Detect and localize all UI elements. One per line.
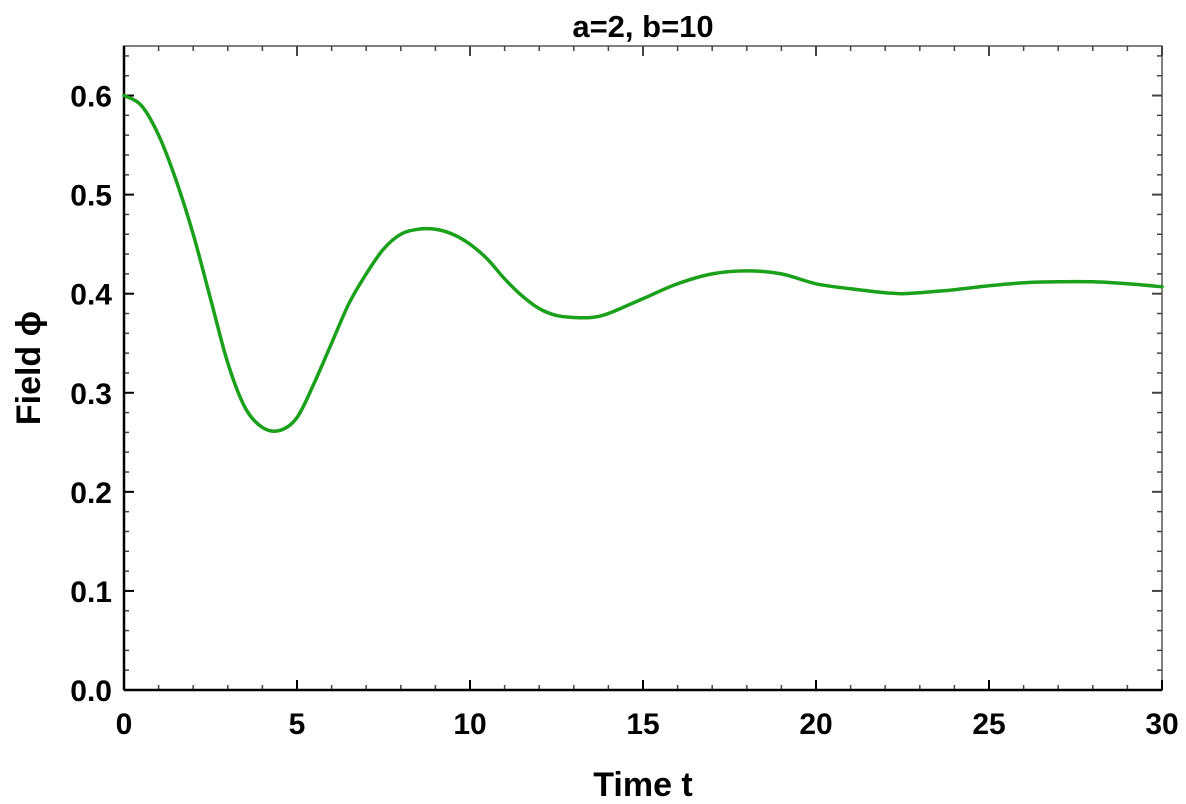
x-tick-label: 20: [799, 708, 832, 741]
x-tick-label: 15: [626, 708, 659, 741]
chart-title: a=2, b=10: [572, 9, 713, 44]
x-axis-label: Time t: [593, 766, 693, 804]
y-tick-label: 0.6: [70, 81, 112, 114]
y-axis-label: Field ϕ: [10, 311, 48, 425]
major-ticks: [123, 46, 1163, 691]
y-tick-label: 0.0: [70, 675, 112, 708]
series-line-field: [122, 93, 1164, 433]
y-tick-label: 0.2: [70, 477, 112, 510]
x-tick-labels: 0 5 10 15 20 25 30: [116, 708, 1179, 741]
y-tick-label: 0.5: [70, 180, 112, 213]
y-tick-label: 0.3: [70, 378, 112, 411]
y-tick-label: 0.4: [70, 279, 112, 312]
x-tick-label: 0: [116, 708, 133, 741]
minor-ticks: [124, 46, 1162, 690]
plot-frame: [123, 45, 1163, 691]
x-tick-label: 25: [972, 708, 1005, 741]
x-tick-label: 5: [289, 708, 306, 741]
x-tick-label: 30: [1145, 708, 1178, 741]
x-tick-label: 10: [453, 708, 486, 741]
y-tick-labels: 0.0 0.1 0.2 0.3 0.4 0.5 0.6: [70, 81, 112, 708]
y-tick-label: 0.1: [70, 576, 112, 609]
